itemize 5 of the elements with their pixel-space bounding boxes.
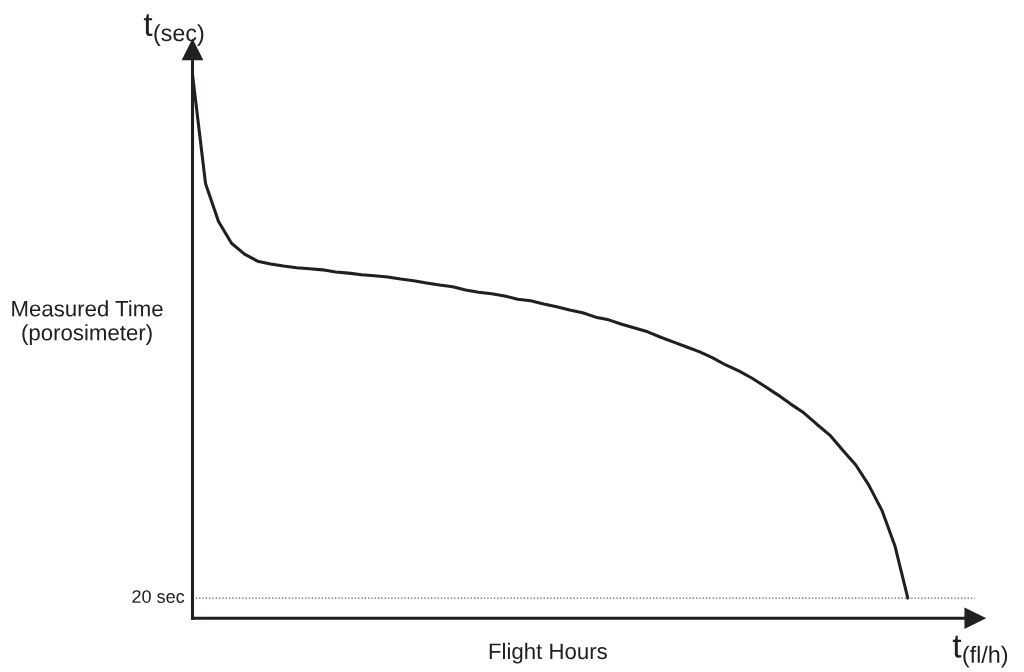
text: t$_{(sec)}$ bbox=[143, 14, 204, 46]
y-axis-title: Measured Time (porosimeter) bbox=[12, 300, 163, 345]
ref-line-label: 20 sec bbox=[132, 590, 185, 603]
x-axis-title: Flight Hours bbox=[489, 642, 607, 664]
text: t$_{(fl/h)}$ bbox=[952, 635, 1008, 668]
